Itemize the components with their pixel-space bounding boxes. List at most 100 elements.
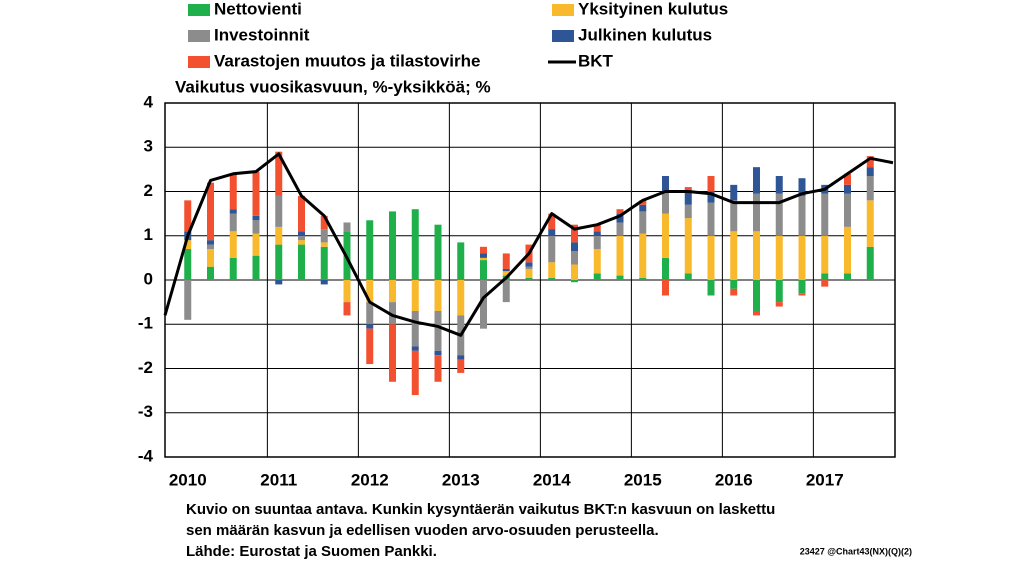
y-tick-label: 3	[144, 137, 153, 156]
bar-segment	[229, 173, 237, 210]
x-tick-label: 2011	[260, 470, 297, 489]
bar-segment	[275, 151, 283, 196]
bar-segment	[298, 244, 305, 280]
bar-segment	[434, 224, 442, 280]
bar-segment	[684, 204, 692, 219]
bar-segment	[798, 280, 806, 294]
bar-segment	[753, 310, 760, 316]
bar-segment	[616, 235, 624, 276]
bar-segment	[502, 268, 510, 272]
bar-segment	[593, 224, 601, 232]
legend-label: Varastojen muutos ja tilastovirhe	[214, 51, 480, 70]
y-tick-label: 2	[144, 181, 153, 200]
bar-segment	[502, 280, 510, 303]
bar-segment	[434, 350, 442, 356]
bar-segment	[252, 255, 260, 280]
legend-label: Nettovienti	[214, 0, 302, 18]
bar-segment	[343, 302, 351, 316]
x-tick-label: 2012	[351, 470, 389, 489]
bar-segment	[207, 266, 214, 280]
bar-segment	[684, 273, 692, 280]
bar-segment	[753, 280, 760, 311]
bar-segment	[298, 235, 305, 241]
bar-segment	[366, 220, 374, 280]
bar-segment	[548, 262, 556, 278]
bar-segment	[662, 191, 669, 214]
bar-segment	[821, 280, 829, 287]
bar-segment	[639, 211, 647, 234]
bar-segment	[639, 200, 647, 205]
bar-segment	[593, 249, 601, 274]
bar-segment	[775, 193, 783, 236]
note: Lähde: Eurostat ja Suomen Pankki.	[186, 543, 437, 560]
bar-segment	[525, 262, 533, 267]
legend-swatch	[552, 30, 574, 42]
line	[163, 152, 894, 337]
bar-segment	[252, 220, 260, 234]
bar-segment	[411, 310, 419, 347]
bar-segment	[593, 235, 601, 250]
legend-label: Julkinen kulutus	[578, 25, 712, 44]
bar-segment	[844, 226, 851, 274]
bar-segment	[684, 218, 692, 274]
bar-segment	[571, 242, 578, 252]
bar-segment	[457, 359, 465, 373]
bar-segment	[320, 246, 328, 280]
bar-segment	[866, 200, 874, 247]
chart-code: 23427 @Chart43(NX)(Q)(2)	[800, 546, 912, 556]
bar-segment	[298, 195, 305, 232]
x-tick-label: 2016	[715, 470, 753, 489]
bar-segment	[525, 268, 533, 278]
bar-segment	[480, 260, 487, 280]
bar-segment	[730, 184, 738, 201]
x-tick-label: 2010	[169, 470, 207, 489]
y-tick-label: 0	[144, 269, 153, 288]
bar-segment	[411, 346, 419, 351]
bar-segment	[207, 182, 214, 241]
bar-segment	[662, 176, 669, 192]
x-tick-label: 2013	[442, 470, 480, 489]
bar-segment	[707, 176, 715, 192]
bar-segment	[821, 235, 829, 274]
bar-segment	[548, 235, 556, 263]
bar-segment	[684, 187, 692, 192]
bar-segment	[252, 233, 260, 256]
bar-segment	[207, 240, 214, 245]
legend-swatch	[188, 4, 210, 16]
plot-frame	[164, 102, 896, 458]
y-tick-label: 4	[144, 92, 154, 111]
bar-segment	[229, 231, 237, 258]
bar-segment	[320, 229, 328, 243]
bar-segment	[366, 280, 374, 303]
bar-segment	[548, 229, 556, 236]
bar-segment	[775, 176, 783, 194]
bar-segment	[775, 235, 783, 280]
bar-segment	[639, 204, 647, 212]
bar-segment	[480, 280, 487, 329]
bar-segment	[662, 280, 669, 296]
bar-segment	[389, 280, 396, 303]
bar-segment	[275, 195, 283, 227]
y-tick-label: -1	[138, 314, 153, 333]
bar-segment	[844, 173, 851, 185]
bar-segment	[707, 235, 715, 280]
bar-segment	[753, 193, 760, 232]
bar-segment	[502, 253, 510, 269]
x-tick-label: 2015	[624, 470, 662, 489]
bar-segment	[457, 280, 465, 316]
bar-segment	[366, 328, 374, 365]
bar-segment	[616, 275, 624, 280]
bar-segment	[753, 231, 760, 280]
bar-segment	[571, 264, 578, 280]
bar-segment	[616, 222, 624, 236]
bar-segment	[684, 191, 692, 205]
bar-segment	[343, 222, 351, 232]
bar-segment	[252, 171, 260, 216]
bar-segment	[229, 209, 237, 214]
bar-segment	[798, 293, 806, 296]
bar-segment	[571, 251, 578, 265]
bar-segment	[844, 184, 851, 194]
bar-segment	[662, 257, 669, 280]
legend-label: BKT	[578, 51, 614, 70]
